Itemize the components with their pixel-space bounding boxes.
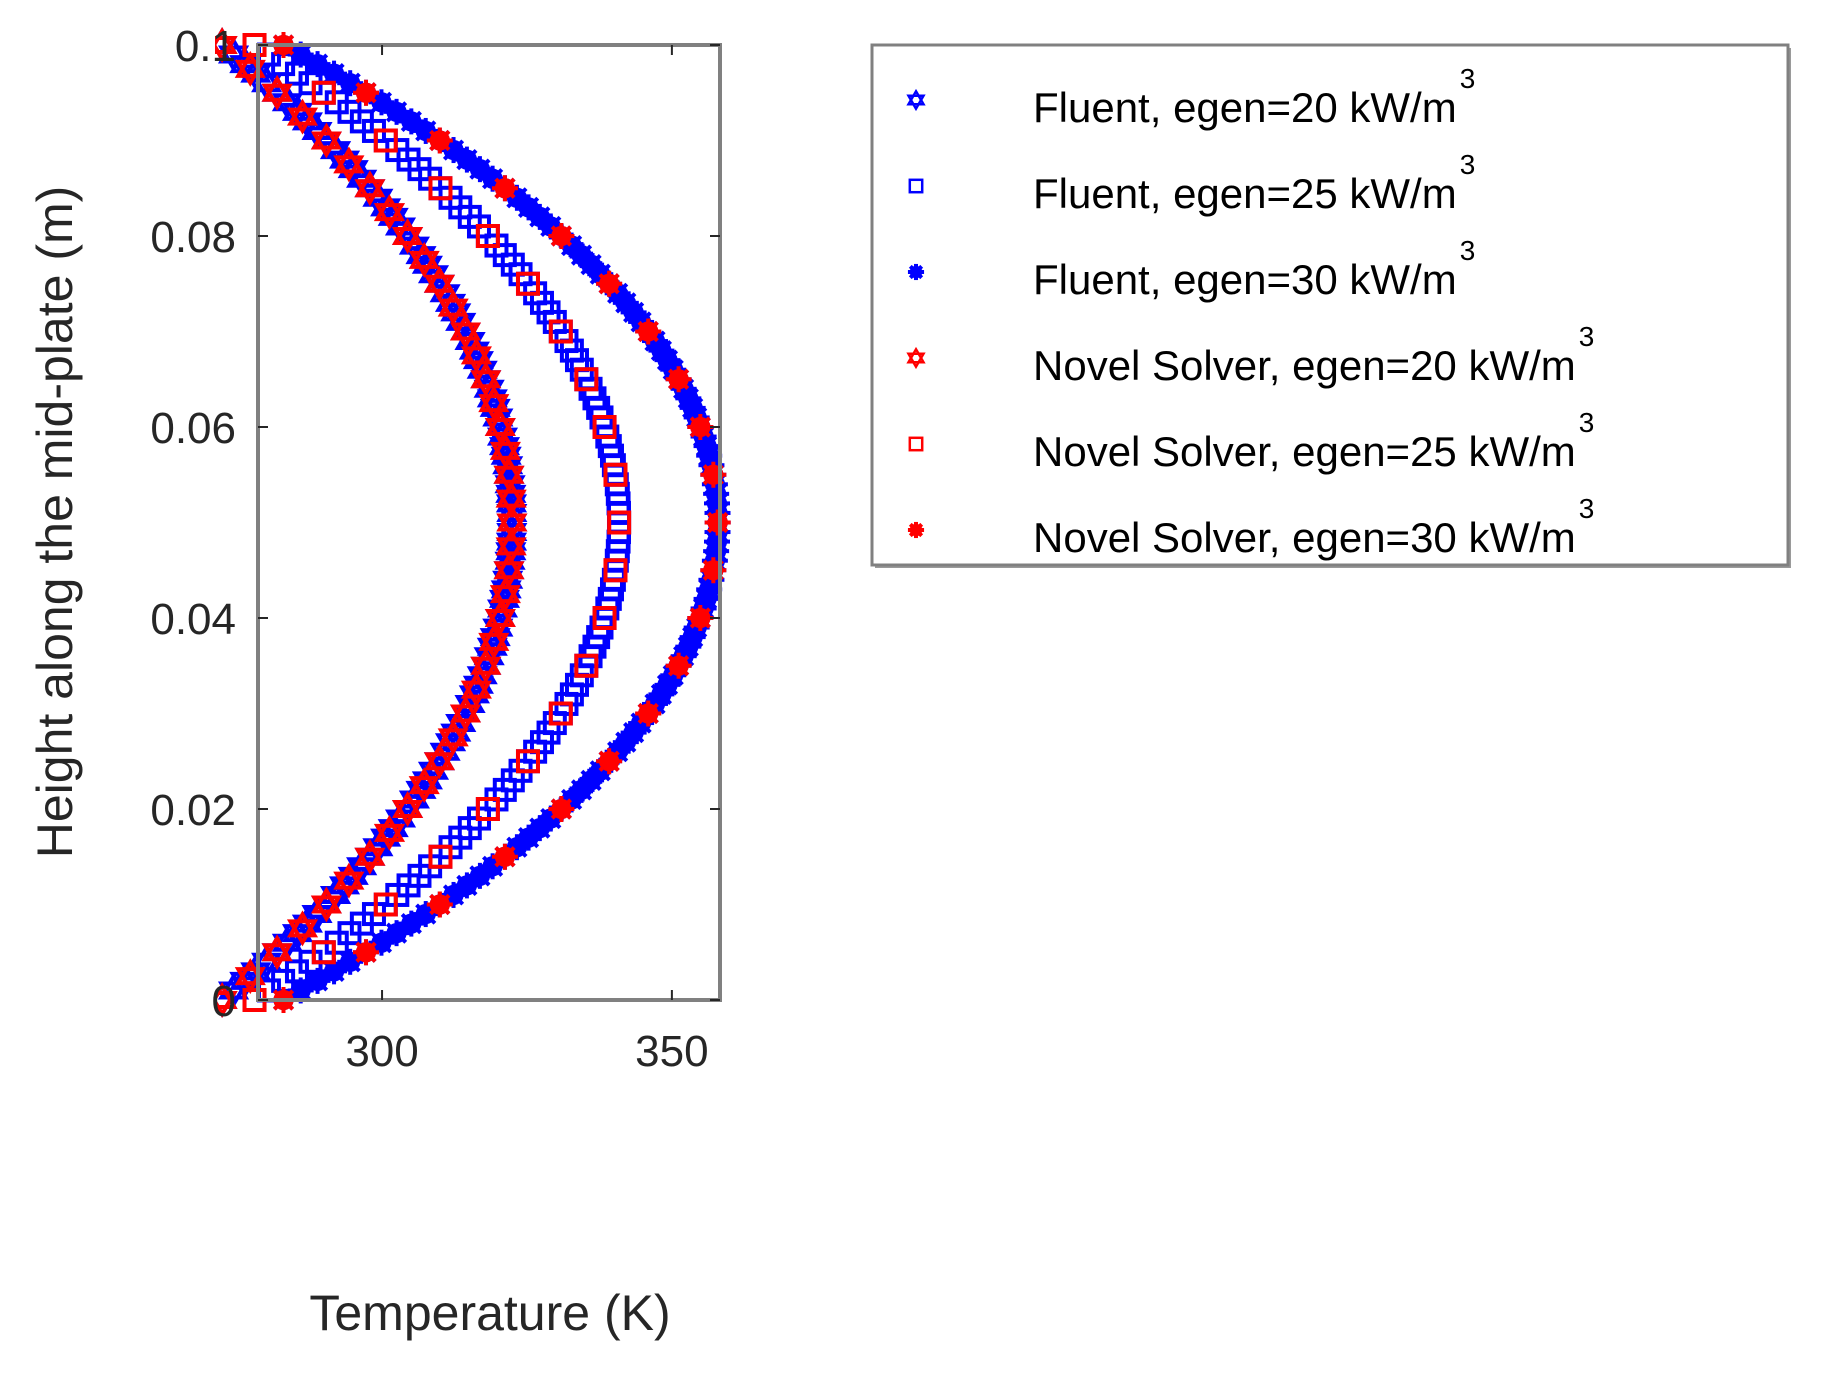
axes: 0 0.02 0.04 0.06 0.08 0.1 300 350: [150, 22, 722, 1076]
y-tick-label: 0.1: [175, 22, 236, 71]
data-markers: [215, 27, 731, 1018]
x-tick-label: 300: [345, 1027, 418, 1076]
legend-label-superscript: 3: [1579, 407, 1595, 438]
legend-marker-icon: [906, 88, 926, 112]
legend-marker-icon: [907, 521, 925, 539]
legend-label-superscript: 3: [1460, 235, 1476, 266]
legend-label-superscript: 3: [1460, 63, 1476, 94]
x-axis-title: Temperature (K): [309, 1285, 670, 1341]
legend-item: Fluent, egen=20 kW/m3: [906, 63, 1476, 131]
series-4-markers: [215, 27, 528, 1018]
legend-label-superscript: 3: [1579, 321, 1595, 352]
legend-label: Novel Solver, egen=30 kW/m: [1033, 514, 1576, 561]
legend-marker-icon: [907, 263, 925, 281]
y-tick-label: 0: [212, 977, 236, 1026]
legend-marker-icon: [908, 436, 924, 452]
legend-item: Novel Solver, egen=20 kW/m3: [906, 321, 1595, 389]
legend-label: Fluent, egen=25 kW/m: [1033, 170, 1457, 217]
legend-item: Novel Solver, egen=25 kW/m3: [908, 407, 1595, 475]
series-2-markers: [242, 33, 632, 1012]
legend-marker-icon: [906, 346, 926, 370]
legend-item: Fluent, egen=30 kW/m3: [907, 235, 1476, 303]
legend-box: [870, 43, 1790, 567]
y-tick-label: 0.02: [150, 786, 236, 835]
legend-label-superscript: 3: [1579, 493, 1595, 524]
x-tick-label: 350: [635, 1027, 708, 1076]
legend-label: Novel Solver, egen=25 kW/m: [1033, 428, 1576, 475]
y-axis-title: Height along the mid-plate (m): [27, 186, 83, 859]
legend-label: Fluent, egen=20 kW/m: [1033, 84, 1457, 131]
legend-label: Novel Solver, egen=20 kW/m: [1033, 342, 1576, 389]
legend-item: Fluent, egen=25 kW/m3: [908, 149, 1476, 217]
legend-label: Fluent, egen=30 kW/m: [1033, 256, 1457, 303]
y-tick-label: 0.04: [150, 595, 236, 644]
y-tick-label: 0.06: [150, 404, 236, 453]
axes-box: [256, 43, 722, 1002]
legend-marker-icon: [908, 178, 924, 194]
legend-label-superscript: 3: [1460, 149, 1476, 180]
series-5-markers: [242, 33, 632, 1012]
legend-item: Novel Solver, egen=30 kW/m3: [907, 493, 1595, 561]
y-tick-label: 0.08: [150, 213, 236, 262]
series-6-markers: [270, 32, 731, 1013]
